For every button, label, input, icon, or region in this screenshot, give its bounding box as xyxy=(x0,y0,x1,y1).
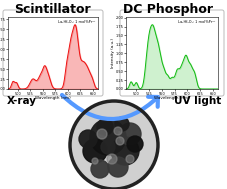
X-axis label: Wavelength (nm): Wavelength (nm) xyxy=(35,96,71,101)
X-axis label: Wavelength (nm): Wavelength (nm) xyxy=(153,96,189,101)
Y-axis label: Intensity (a.u.): Intensity (a.u.) xyxy=(110,38,114,68)
Text: La₂Hf₂O₇: 1 mol%Pr³⁺: La₂Hf₂O₇: 1 mol%Pr³⁺ xyxy=(177,20,214,24)
Circle shape xyxy=(114,127,121,135)
Circle shape xyxy=(96,129,106,139)
Circle shape xyxy=(92,158,98,164)
Circle shape xyxy=(96,119,113,135)
Circle shape xyxy=(83,139,106,163)
Circle shape xyxy=(108,157,127,177)
Circle shape xyxy=(118,123,140,145)
Circle shape xyxy=(79,130,96,148)
Circle shape xyxy=(90,119,126,155)
FancyArrowPatch shape xyxy=(62,95,157,119)
Circle shape xyxy=(126,155,133,163)
Circle shape xyxy=(91,160,109,178)
Text: X-ray: X-ray xyxy=(7,96,37,106)
Text: UV light: UV light xyxy=(174,96,221,106)
FancyBboxPatch shape xyxy=(3,10,103,96)
Circle shape xyxy=(126,136,142,152)
Circle shape xyxy=(101,140,114,154)
Circle shape xyxy=(106,154,116,164)
Text: DC Phosphor: DC Phosphor xyxy=(122,3,212,16)
Circle shape xyxy=(111,137,138,165)
Text: Scintillator: Scintillator xyxy=(14,3,90,16)
Circle shape xyxy=(114,117,128,131)
Text: La₂Hf₂O₇: 1 mol%Pr³⁺: La₂Hf₂O₇: 1 mol%Pr³⁺ xyxy=(58,20,95,24)
FancyBboxPatch shape xyxy=(119,10,223,96)
Circle shape xyxy=(70,101,157,189)
Circle shape xyxy=(116,137,123,145)
